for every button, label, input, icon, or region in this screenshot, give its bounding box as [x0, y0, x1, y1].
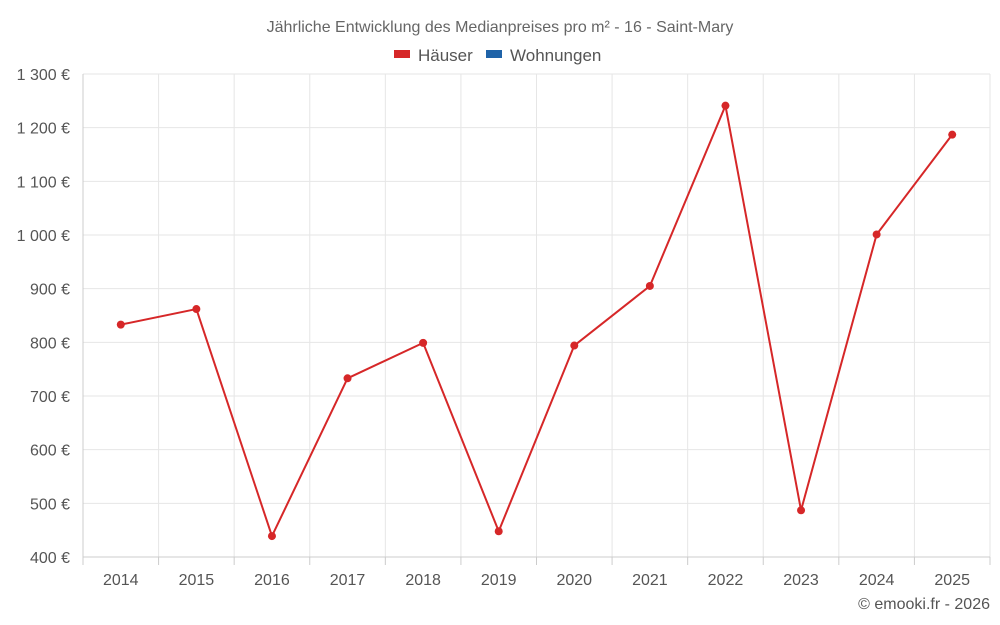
axes: [82, 74, 991, 565]
data-point[interactable]: [494, 527, 503, 536]
legend-item-haeuser[interactable]: Häuser: [394, 46, 473, 65]
data-point[interactable]: [570, 341, 579, 350]
legend-label-wohnungen[interactable]: Wohnungen: [510, 46, 601, 65]
y-tick-label: 1 200 €: [17, 121, 70, 138]
grid: [83, 73, 991, 557]
chart-title: Jährliche Entwicklung des Medianpreises …: [267, 19, 734, 36]
legend-label-haeuser[interactable]: Häuser: [418, 46, 473, 65]
y-tick-label: 500 €: [30, 496, 70, 513]
y-tick-label: 700 €: [30, 389, 70, 406]
y-tick-label: 800 €: [30, 335, 70, 352]
y-tick-label: 1 100 €: [17, 174, 70, 191]
data-point[interactable]: [192, 305, 201, 314]
legend: Häuser Wohnungen: [394, 46, 601, 65]
x-tick-label: 2021: [632, 572, 668, 589]
x-tick-label: 2016: [254, 572, 290, 589]
x-tick-label: 2014: [103, 572, 139, 589]
x-tick-label: 2015: [179, 572, 215, 589]
data-point[interactable]: [419, 338, 428, 347]
y-tick-label: 1 000 €: [17, 228, 70, 245]
x-tick-label: 2020: [556, 572, 592, 589]
y-tick-label: 600 €: [30, 443, 70, 460]
x-tick-label: 2017: [330, 572, 366, 589]
data-point[interactable]: [116, 320, 125, 329]
y-tick-label: 900 €: [30, 282, 70, 299]
x-tick-label: 2025: [934, 572, 970, 589]
data-point[interactable]: [948, 130, 957, 139]
x-axis-tick-labels: 2014 2015 2016 2017 2018 2019 2020 2021 2022 2023…: [103, 572, 970, 589]
data-point[interactable]: [797, 506, 806, 515]
series: [116, 101, 957, 541]
y-tick-label: 1 300 €: [17, 67, 70, 84]
data-point[interactable]: [721, 101, 730, 110]
legend-item-wohnungen[interactable]: Wohnungen: [486, 46, 601, 65]
x-tick-label: 2018: [405, 572, 441, 589]
legend-swatch-haeuser: [394, 50, 410, 58]
x-tick-label: 2019: [481, 572, 517, 589]
data-point[interactable]: [267, 532, 276, 541]
x-tick-label: 2024: [859, 572, 895, 589]
series-line-0: [120, 104, 954, 538]
x-tick-label: 2023: [783, 572, 819, 589]
footer-credit: © emooki.fr - 2026: [858, 596, 990, 613]
data-point[interactable]: [872, 230, 881, 239]
y-tick-label: 400 €: [30, 550, 70, 567]
x-tick-label: 2022: [708, 572, 744, 589]
data-point[interactable]: [645, 281, 654, 290]
data-point[interactable]: [343, 374, 352, 383]
y-axis-tick-labels: 400 € 500 € 600 € 700 € 800 € 900 € 1 000 € 1 1…: [17, 67, 70, 567]
legend-swatch-wohnungen: [486, 50, 502, 58]
